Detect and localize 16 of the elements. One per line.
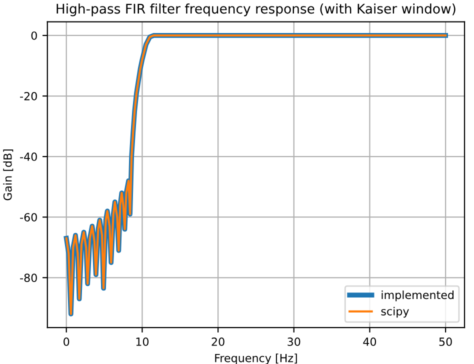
- x-tick-label: 10: [136, 338, 149, 346]
- y-tick-label: -20: [20, 92, 37, 100]
- x-tick-label: 40: [363, 338, 376, 346]
- legend-label: scipy: [381, 306, 409, 318]
- x-tick-label: 20: [212, 338, 224, 346]
- y-tick-label: -80: [20, 274, 37, 282]
- y-tick-label: -60: [20, 213, 37, 222]
- legend-label: implemented: [382, 290, 454, 302]
- x-tick-label: 0: [64, 338, 70, 346]
- chart-title: High-pass FIR filter frequency response (with Kaiser window): [56, 3, 456, 16]
- y-tick-label: 0: [31, 31, 37, 40]
- y-tick-label: -40: [20, 152, 37, 161]
- y-axis-title: Gain [dB]: [3, 149, 14, 200]
- x-tick-label: 30: [288, 338, 300, 346]
- x-axis-title: Frequency [Hz]: [215, 354, 297, 364]
- x-tick-label: 50: [439, 338, 452, 346]
